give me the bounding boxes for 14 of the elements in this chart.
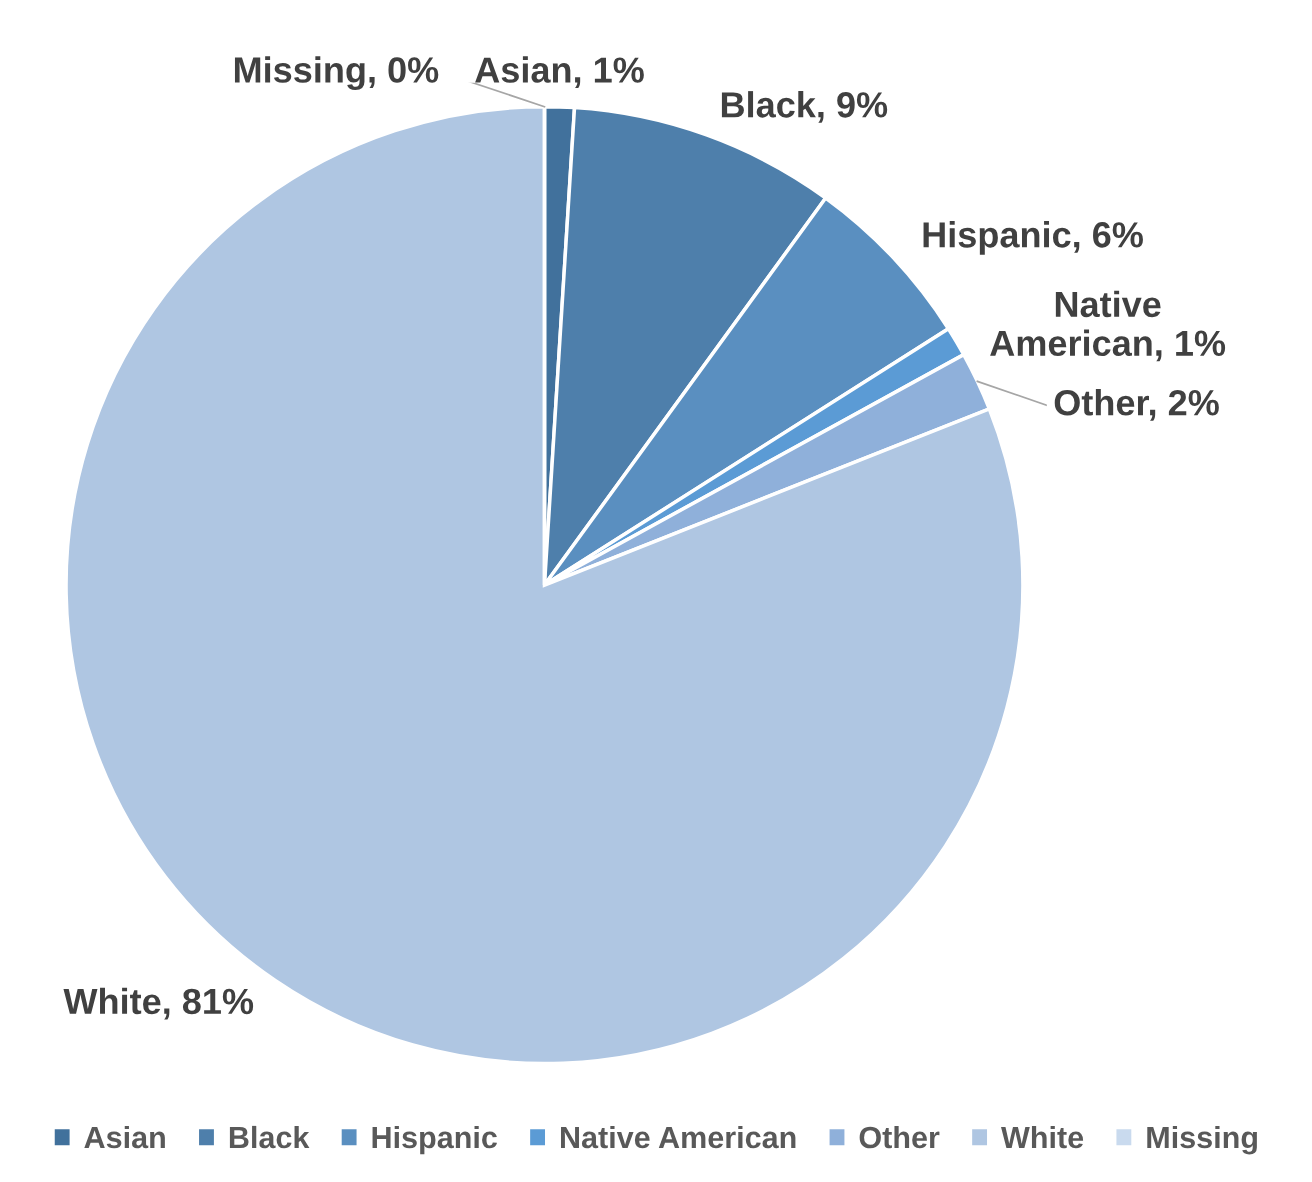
legend-label: Missing	[1147, 1125, 1257, 1155]
legend-label: Hispanic	[372, 1125, 497, 1155]
legend-label: Asian	[84, 1125, 165, 1149]
data-label: Black, 9%	[721, 91, 888, 123]
data-label: White, 81%	[63, 987, 254, 1020]
legend-label: White	[1001, 1125, 1084, 1149]
legend-label: Other	[859, 1125, 940, 1149]
data-label: Native American, 1%	[990, 290, 1226, 362]
data-label: Asian, 1%	[475, 56, 644, 89]
data-label: Hispanic, 6%	[923, 221, 1143, 255]
text: Missing, 0%	[234, 56, 439, 91]
data-label: Other, 2%	[1054, 389, 1219, 421]
legend-label: Black	[229, 1125, 310, 1149]
legend-label: Native American	[561, 1125, 796, 1149]
